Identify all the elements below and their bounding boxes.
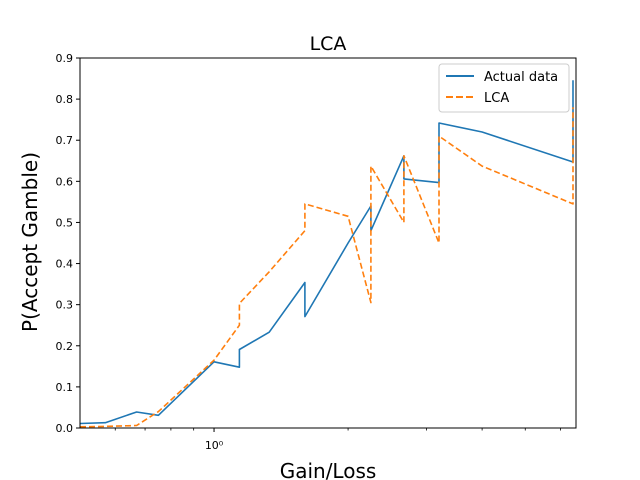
chart-title: LCA: [310, 33, 347, 55]
x-tick-label: 10⁰: [205, 439, 224, 452]
plot-frame: [79, 57, 577, 429]
legend-label-lca: LCA: [484, 91, 509, 106]
y-tick-label: 0.3: [56, 299, 74, 312]
y-tick-label: 0.9: [56, 52, 74, 65]
series-line-lca: [79, 107, 574, 428]
x-axis-label: Gain/Loss: [280, 459, 377, 480]
legend: Actual data LCA: [438, 63, 570, 113]
y-tick-label: 0.1: [56, 381, 74, 394]
y-tick-label: 0.0: [56, 422, 74, 435]
y-axis-label: P(Accept Gamble): [18, 152, 42, 332]
y-tick-label: 0.7: [56, 134, 74, 147]
series-line-actual-data: [79, 80, 574, 425]
y-tick-label: 0.8: [56, 93, 74, 106]
legend-label-actual: Actual data: [484, 70, 558, 85]
y-tick-label: 0.5: [56, 216, 74, 229]
y-tick-label: 0.6: [56, 175, 74, 188]
plot-area: 0.0 0.1 0.2 0.3 0.4 0.5 0.6 0.7 0.8 0.9 10⁰: [56, 52, 574, 452]
y-tick-label: 0.2: [56, 340, 74, 353]
y-tick-label: 0.4: [56, 258, 74, 271]
